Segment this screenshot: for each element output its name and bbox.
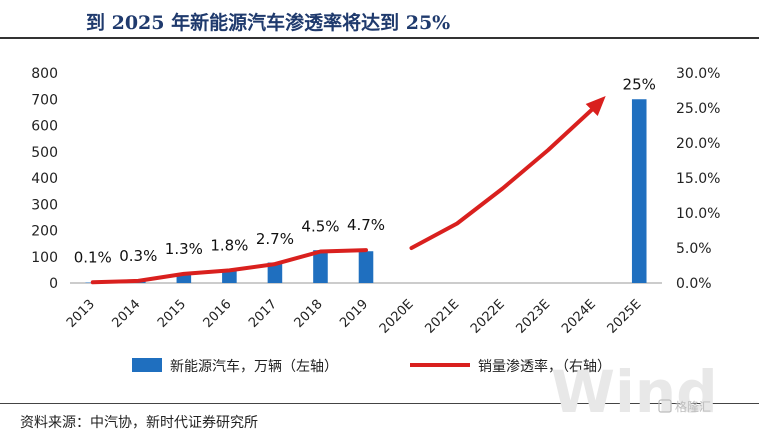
y-right-tick-label: 20.0% [676,136,720,152]
x-tick-label: 2017 [246,297,280,331]
watermark-text: Wind [551,360,718,420]
x-tick-label: 2024E [559,297,599,337]
source-note: 资料来源：中汽协，新时代证券研究所 [20,415,258,431]
data-label: 0.1% [74,248,112,266]
x-tick-label: 2016 [201,297,235,331]
x-tick-label: 2020E [377,297,417,337]
legend-swatch-bar [132,358,162,372]
y-right-tick-label: 25.0% [676,101,720,117]
bar [358,251,374,283]
x-tick-label: 2018 [292,297,326,331]
page-title: 到 2025 年新能源汽车渗透率将达到 25% [86,12,451,34]
y-left-tick-label: 0 [49,276,58,292]
x-tick-label: 2014 [109,297,143,331]
data-label: 2.7% [256,230,294,248]
legend-label-line: 销量渗透率，（右轴） [478,358,611,375]
line-arrowhead [585,96,606,116]
data-label: 25% [623,75,656,93]
data-label: 1.8% [210,236,248,254]
bar [267,262,283,283]
line-series-forecast [409,106,596,250]
y-left-tick-label: 600 [31,119,58,135]
y-left-tick-label: 400 [31,171,58,187]
bar [313,250,328,283]
footer-rule [0,403,759,404]
logo-text: 格隆汇 [675,399,711,414]
bar [222,269,237,283]
bar [631,99,647,283]
y-left-tick-label: 800 [31,66,58,82]
y-right-tick-label: 15.0% [676,171,720,187]
y-left-tick-label: 700 [31,92,58,108]
y-right-tick-label: 10.0% [676,206,720,222]
chart: 0 100 200 300 400 500 600 700 800 0.0% 5.0% 10.0% 15… [31,66,720,375]
line-series-actual [90,248,368,285]
x-tick-label: 2021E [422,297,462,337]
x-tick-label: 2023E [514,297,554,337]
data-label: 4.5% [301,218,339,236]
y-left-tick-label: 200 [31,224,58,240]
x-tick-label: 2013 [64,297,98,331]
x-tick-label: 2025E [605,297,645,337]
logo-icon [658,399,672,413]
y-right-tick-label: 30.0% [676,66,720,82]
y-right-tick-label: 5.0% [676,241,712,257]
data-label: 1.3% [165,240,203,258]
y-left-tick-label: 300 [31,197,58,213]
y-left-tick-label: 500 [31,145,58,161]
y-right-tick-label: 0.0% [676,276,712,292]
data-label: 0.3% [119,247,157,265]
x-tick-label: 2022E [468,297,508,337]
title-underline [0,37,759,39]
bar [176,274,192,283]
y-left-tick-label: 100 [31,250,58,266]
x-tick-label: 2015 [155,297,189,331]
data-label: 4.7% [347,216,385,234]
x-tick-label: 2019 [337,297,371,331]
wind-watermark: Wind 格隆汇 [551,360,718,420]
legend-label-bar: 新能源汽车，万辆（左轴） [170,358,338,375]
